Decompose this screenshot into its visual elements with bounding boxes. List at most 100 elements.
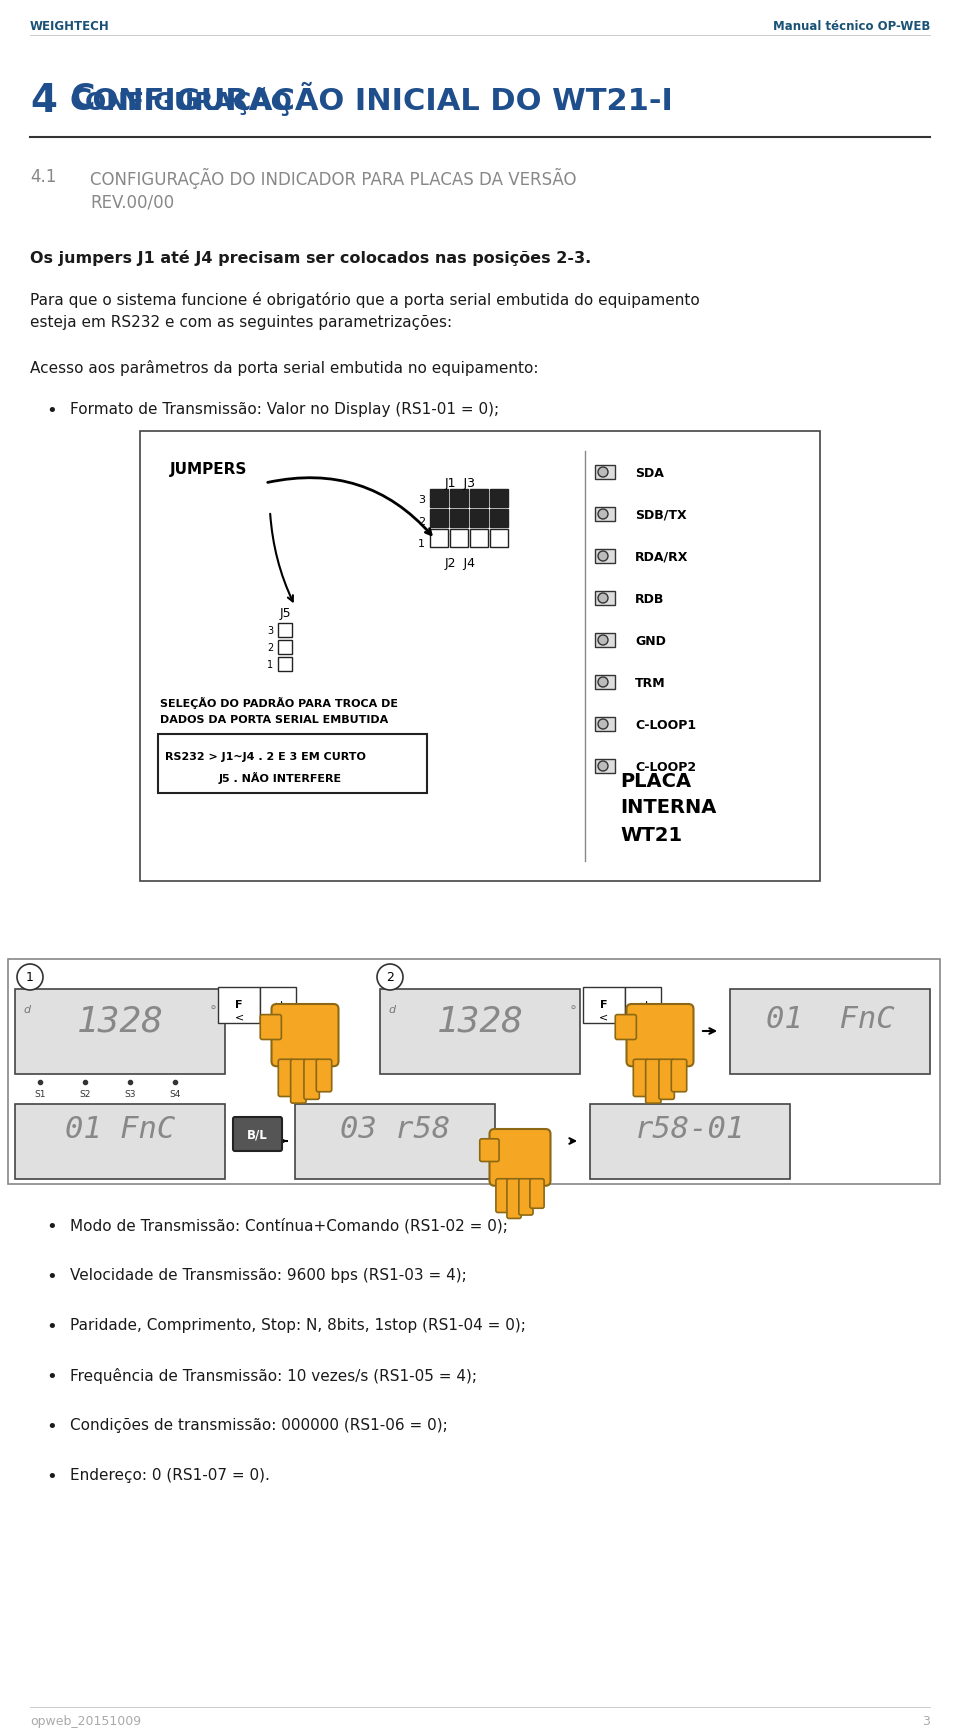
- FancyBboxPatch shape: [480, 1138, 499, 1163]
- Text: C-LOOP2: C-LOOP2: [635, 761, 696, 773]
- FancyBboxPatch shape: [634, 1060, 649, 1097]
- Text: Manual técnico OP-WEB: Manual técnico OP-WEB: [773, 21, 930, 33]
- Text: SELEÇÃO DO PADRÃO PARA TROCA DE: SELEÇÃO DO PADRÃO PARA TROCA DE: [160, 697, 398, 709]
- FancyBboxPatch shape: [530, 1180, 544, 1209]
- Text: 1328: 1328: [437, 1005, 523, 1038]
- Text: •: •: [47, 1367, 58, 1386]
- Text: S1: S1: [35, 1090, 46, 1099]
- FancyBboxPatch shape: [304, 1060, 320, 1100]
- Text: •: •: [47, 1467, 58, 1484]
- Bar: [470, 490, 488, 507]
- Text: RDA/RX: RDA/RX: [635, 550, 688, 564]
- FancyBboxPatch shape: [15, 1104, 225, 1180]
- Bar: [595, 633, 615, 647]
- Text: C-LOOP1: C-LOOP1: [635, 718, 696, 732]
- Bar: [450, 510, 468, 528]
- Text: Os jumpers J1 até J4 precisam ser colocados nas posições 2-3.: Os jumpers J1 até J4 precisam ser coloca…: [30, 249, 591, 266]
- FancyBboxPatch shape: [140, 432, 820, 882]
- Text: 4.1: 4.1: [30, 168, 57, 185]
- Circle shape: [598, 552, 608, 562]
- FancyBboxPatch shape: [291, 1060, 306, 1104]
- FancyBboxPatch shape: [671, 1060, 686, 1092]
- Bar: [450, 529, 468, 548]
- FancyBboxPatch shape: [260, 988, 296, 1024]
- Text: ONFIGURAÇÃO: ONFIGURAÇÃO: [85, 86, 300, 114]
- Circle shape: [598, 593, 608, 604]
- Circle shape: [598, 635, 608, 645]
- Text: Paridade, Comprimento, Stop: N, 8bits, 1stop (RS1-04 = 0);: Paridade, Comprimento, Stop: N, 8bits, 1…: [70, 1317, 526, 1332]
- Bar: [430, 529, 448, 548]
- Text: REV.00/00: REV.00/00: [90, 192, 174, 211]
- Bar: [595, 465, 615, 479]
- Text: 2: 2: [386, 971, 394, 984]
- Text: 1: 1: [267, 659, 273, 670]
- Text: Velocidade de Transmissão: 9600 bps (RS1-03 = 4);: Velocidade de Transmissão: 9600 bps (RS1…: [70, 1268, 467, 1282]
- Text: 3: 3: [418, 495, 425, 505]
- FancyBboxPatch shape: [518, 1180, 533, 1216]
- Text: •: •: [47, 1317, 58, 1336]
- Bar: [430, 490, 448, 507]
- Text: Frequência de Transmissão: 10 vezes/s (RS1-05 = 4);: Frequência de Transmissão: 10 vezes/s (R…: [70, 1367, 477, 1384]
- FancyBboxPatch shape: [490, 1130, 550, 1187]
- Text: d: d: [23, 1005, 30, 1014]
- Text: WT21: WT21: [620, 825, 683, 844]
- Text: r58-01: r58-01: [635, 1114, 745, 1144]
- FancyBboxPatch shape: [590, 1104, 790, 1180]
- Text: WEIGHTECH: WEIGHTECH: [30, 21, 109, 33]
- FancyBboxPatch shape: [15, 990, 225, 1074]
- Text: •: •: [47, 1417, 58, 1436]
- FancyBboxPatch shape: [496, 1180, 510, 1213]
- Circle shape: [598, 720, 608, 730]
- Text: ↵: ↵: [637, 998, 649, 1012]
- Bar: [490, 490, 508, 507]
- Text: INTERNA: INTERNA: [620, 798, 716, 817]
- Text: F: F: [235, 1000, 243, 1009]
- Text: °: °: [210, 1005, 217, 1019]
- Text: •: •: [47, 1218, 58, 1235]
- Text: •: •: [47, 401, 58, 420]
- Circle shape: [598, 678, 608, 687]
- Text: Condições de transmissão: 000000 (RS1-06 = 0);: Condições de transmissão: 000000 (RS1-06…: [70, 1417, 447, 1432]
- Text: 2: 2: [267, 642, 273, 652]
- Text: 3: 3: [923, 1714, 930, 1727]
- FancyBboxPatch shape: [730, 990, 930, 1074]
- Bar: [278, 640, 292, 654]
- Circle shape: [598, 510, 608, 519]
- FancyBboxPatch shape: [158, 735, 427, 794]
- Bar: [278, 657, 292, 671]
- Bar: [595, 676, 615, 690]
- FancyBboxPatch shape: [615, 1016, 636, 1040]
- Text: Modo de Transmissão: Contínua+Comando (RS1-02 = 0);: Modo de Transmissão: Contínua+Comando (R…: [70, 1218, 508, 1233]
- Text: CONFIGURAÇÃO INICIAL DO WT21-I: CONFIGURAÇÃO INICIAL DO WT21-I: [70, 81, 673, 116]
- Text: °: °: [570, 1005, 577, 1019]
- FancyBboxPatch shape: [233, 1118, 282, 1152]
- FancyBboxPatch shape: [8, 960, 940, 1185]
- Text: 1328: 1328: [77, 1005, 163, 1038]
- FancyBboxPatch shape: [583, 988, 625, 1024]
- Bar: [450, 490, 468, 507]
- Text: d: d: [388, 1005, 396, 1014]
- Bar: [595, 550, 615, 564]
- Text: esteja em RS232 e com as seguintes parametrizações:: esteja em RS232 e com as seguintes param…: [30, 315, 452, 330]
- Bar: [490, 529, 508, 548]
- Circle shape: [598, 467, 608, 477]
- FancyBboxPatch shape: [625, 988, 661, 1024]
- Text: Acesso aos parâmetros da porta serial embutida no equipamento:: Acesso aos parâmetros da porta serial em…: [30, 360, 539, 375]
- Text: J5 . NÃO INTERFERE: J5 . NÃO INTERFERE: [219, 772, 342, 784]
- Text: SDB/TX: SDB/TX: [635, 509, 686, 522]
- Bar: [430, 510, 448, 528]
- Text: ↵: ↵: [273, 998, 284, 1012]
- Text: S3: S3: [124, 1090, 135, 1099]
- FancyBboxPatch shape: [260, 1016, 281, 1040]
- Circle shape: [377, 964, 403, 991]
- Bar: [595, 759, 615, 773]
- Text: B/L: B/L: [247, 1128, 268, 1140]
- Text: TRM: TRM: [635, 676, 665, 690]
- Text: 2: 2: [418, 517, 425, 526]
- Text: •: •: [47, 1268, 58, 1285]
- Text: SDA: SDA: [635, 467, 664, 479]
- Text: S2: S2: [80, 1090, 90, 1099]
- FancyBboxPatch shape: [278, 1060, 294, 1097]
- Text: Formato de Transmissão: Valor no Display (RS1-01 = 0);: Formato de Transmissão: Valor no Display…: [70, 401, 499, 417]
- Text: Para que o sistema funcione é obrigatório que a porta serial embutida do equipam: Para que o sistema funcione é obrigatóri…: [30, 292, 700, 308]
